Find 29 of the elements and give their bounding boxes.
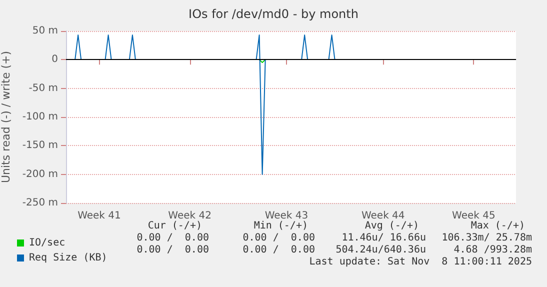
text: 106.33m/ 25.78m (442, 232, 532, 244)
text: Last update: Sat Nov 8 11:00:11 2025 (309, 256, 532, 268)
x-tick-label: Week 43 (264, 210, 308, 222)
text: 0.00 / 0.00 (242, 244, 315, 256)
x-tick-label: Week 45 (452, 210, 496, 222)
text: 0.00 / 0.00 (136, 232, 209, 244)
y-tick-label: 50 m (32, 26, 58, 36)
legend-label: Req Size (KB) (29, 252, 108, 264)
text: Max (-/+) (470, 220, 525, 232)
y-tick-label: -50 m (28, 82, 58, 94)
x-tick-label: Week 44 (361, 210, 405, 222)
y-tick-label: -150 m (22, 140, 58, 152)
y-tick-label: -250 m (22, 198, 58, 208)
chart-title: IOs for /dev/md0 - by month (188, 7, 358, 21)
x-tick-label: Week 42 (168, 210, 212, 222)
y-tick-label: -100 m (22, 112, 58, 122)
text: Avg (-/+) (364, 220, 419, 232)
y-tick-label: -200 m (22, 168, 58, 180)
text: 4.68 /993.28m (454, 244, 532, 256)
text: Cur (-/+) (148, 220, 202, 232)
text: Min (-/+) (254, 220, 308, 232)
y-axis-title: Units read (-) / write (+) (0, 50, 12, 184)
text: 11.46u/ 16.66u (342, 232, 426, 244)
legend-label: IO/sec (29, 238, 66, 248)
y-tick-label: 0 (52, 54, 58, 66)
x-tick-label: Week 41 (78, 210, 121, 222)
text: 0.00 / 0.00 (136, 244, 209, 256)
text: 0.00 / 0.00 (242, 232, 315, 244)
text: 504.24u/640.36u (336, 244, 426, 256)
